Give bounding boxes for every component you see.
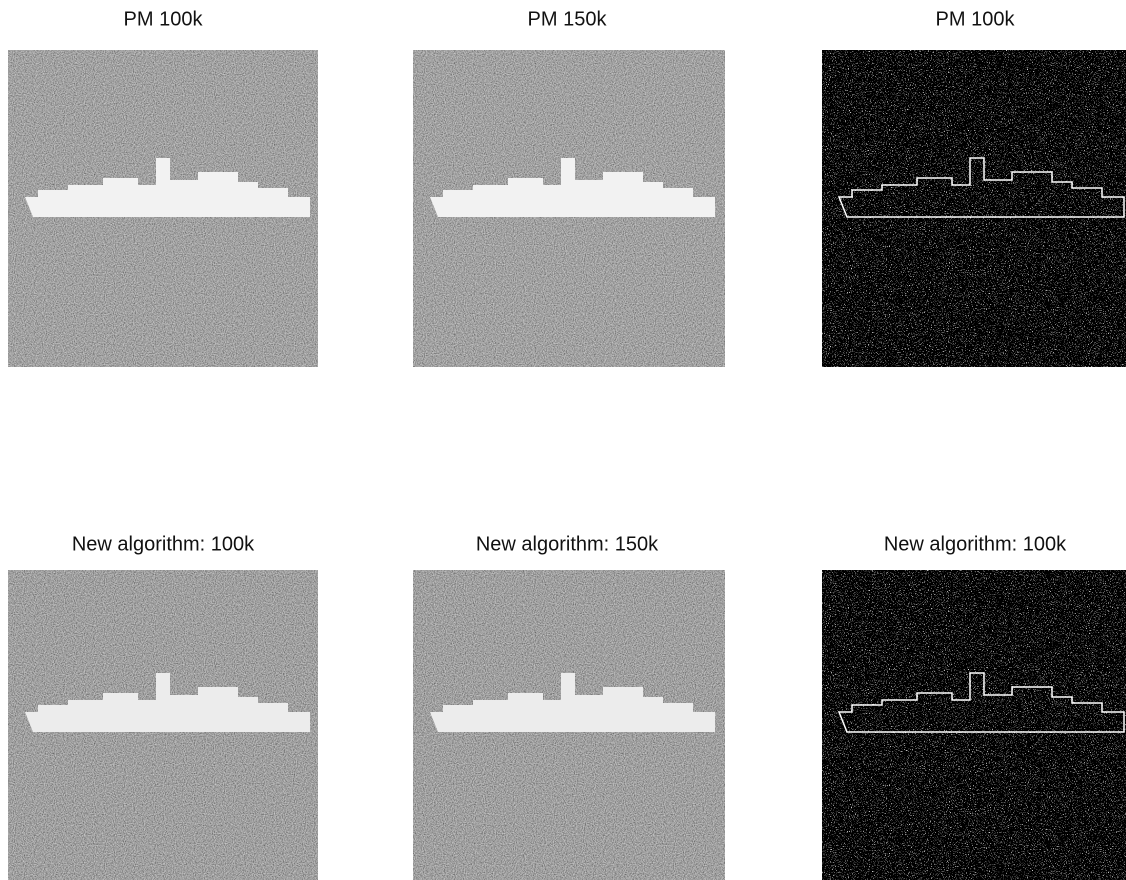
panel-title: PM 150k (528, 8, 608, 30)
panel-title: PM 100k (124, 8, 204, 30)
panel: New algorithm: 100k (8, 533, 318, 880)
panel-title: New algorithm: 100k (884, 533, 1067, 555)
panel: PM 150k (413, 8, 725, 367)
image (822, 50, 1126, 367)
panel: PM 100k (822, 8, 1126, 367)
panel: New algorithm: 150k (413, 533, 725, 880)
panel-title: New algorithm: 100k (72, 533, 255, 555)
panel-title: PM 100k (936, 8, 1016, 30)
image (822, 570, 1126, 880)
panel: New algorithm: 100k (822, 533, 1126, 880)
panel-title: New algorithm: 150k (476, 533, 659, 555)
panel: PM 100k (8, 8, 318, 367)
figure: PM 100k PM 150k PM 100k New algorithm: 1… (0, 0, 1126, 880)
